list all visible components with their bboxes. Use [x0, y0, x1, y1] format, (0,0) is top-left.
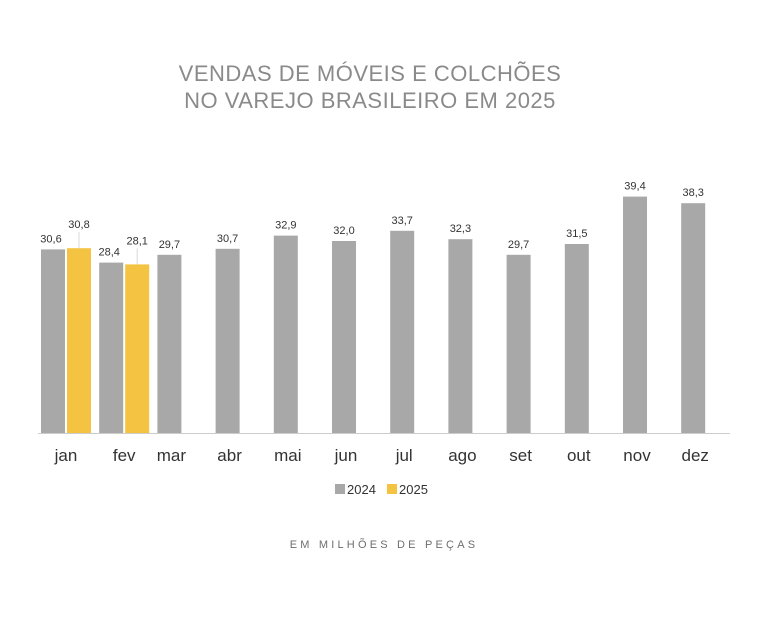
- bars-group: [41, 196, 706, 433]
- x-tick-label-dez: dez: [681, 446, 708, 465]
- bar-2024-jan: [41, 249, 65, 433]
- legend-label-2024: 2024: [347, 482, 376, 497]
- x-tick-label-out: out: [567, 446, 591, 465]
- value-label-2024-out: 31,5: [566, 228, 587, 240]
- x-tick-label-mai: mai: [274, 446, 301, 465]
- x-tick-label-set: set: [509, 446, 532, 465]
- x-tick-labels-group: jan fev mar abr mai jun jul ago set out nov dez: [54, 446, 709, 465]
- bar-chart: 30,6 30,8 28,4 28,1 29,7 30,7 32,9 32,0 33,7 32,3…: [38, 181, 730, 497]
- bar-2024-dez: [681, 203, 706, 433]
- legend-swatch-2025: [387, 484, 397, 494]
- bar-2024-mai: [273, 235, 298, 433]
- value-label-2024-nov: 39,4: [624, 181, 645, 193]
- value-labels-group: 30,6 30,8 28,4 28,1 29,7 30,7 32,9 32,0 33,7 32,3…: [40, 181, 704, 259]
- legend-swatch-2024: [335, 484, 345, 494]
- bar-2024-jun: [332, 241, 356, 433]
- chart-title: VENDAS DE MÓVEIS E COLCHÕES NO VAREJO BR…: [0, 60, 740, 114]
- x-tick-label-nov: nov: [623, 446, 651, 465]
- value-label-2025-fev: 28,1: [126, 235, 147, 247]
- value-label-2025-jan: 30,8: [68, 219, 89, 231]
- x-tick-label-jul: jul: [395, 446, 413, 465]
- x-tick-label-mar: mar: [157, 446, 187, 465]
- bar-2025-jan: [67, 248, 91, 433]
- x-tick-label-jun: jun: [334, 446, 358, 465]
- value-label-2024-dez: 38,3: [682, 187, 703, 199]
- value-label-2024-ago: 32,3: [450, 223, 471, 235]
- bar-2024-ago: [448, 239, 473, 433]
- value-label-2024-fev: 28,4: [98, 247, 119, 259]
- x-tick-label-fev: fev: [113, 446, 136, 465]
- x-tick-label-abr: abr: [217, 446, 242, 465]
- bar-2024-nov: [623, 196, 647, 433]
- value-label-2024-abr: 30,7: [217, 233, 238, 245]
- bar-2024-mar: [157, 254, 182, 433]
- value-label-2024-jan: 30,6: [40, 233, 61, 245]
- value-label-2024-mai: 32,9: [275, 220, 296, 232]
- bar-2024-set: [506, 254, 531, 433]
- value-label-2024-mar: 29,7: [159, 239, 180, 251]
- chart-title-line-2: NO VAREJO BRASILEIRO EM 2025: [184, 88, 556, 113]
- bar-2024-fev: [99, 262, 124, 433]
- bar-2024-out: [564, 244, 589, 433]
- unit-footnote: EM MILHÕES DE PEÇAS: [289, 539, 479, 551]
- value-label-2024-jun: 32,0: [333, 225, 354, 237]
- legend-label-2025: 2025: [399, 482, 428, 497]
- x-tick-label-jan: jan: [54, 446, 78, 465]
- bar-2024-jul: [390, 230, 415, 433]
- value-label-2024-jul: 33,7: [391, 215, 412, 227]
- chart-title-line-1: VENDAS DE MÓVEIS E COLCHÕES: [178, 61, 562, 86]
- value-label-2024-set: 29,7: [508, 239, 529, 251]
- x-tick-label-ago: ago: [448, 446, 476, 465]
- label-connectors-group: [78, 232, 138, 265]
- bar-2025-fev: [125, 264, 150, 433]
- legend: 2024 2025: [335, 482, 428, 497]
- bar-2024-abr: [215, 248, 240, 433]
